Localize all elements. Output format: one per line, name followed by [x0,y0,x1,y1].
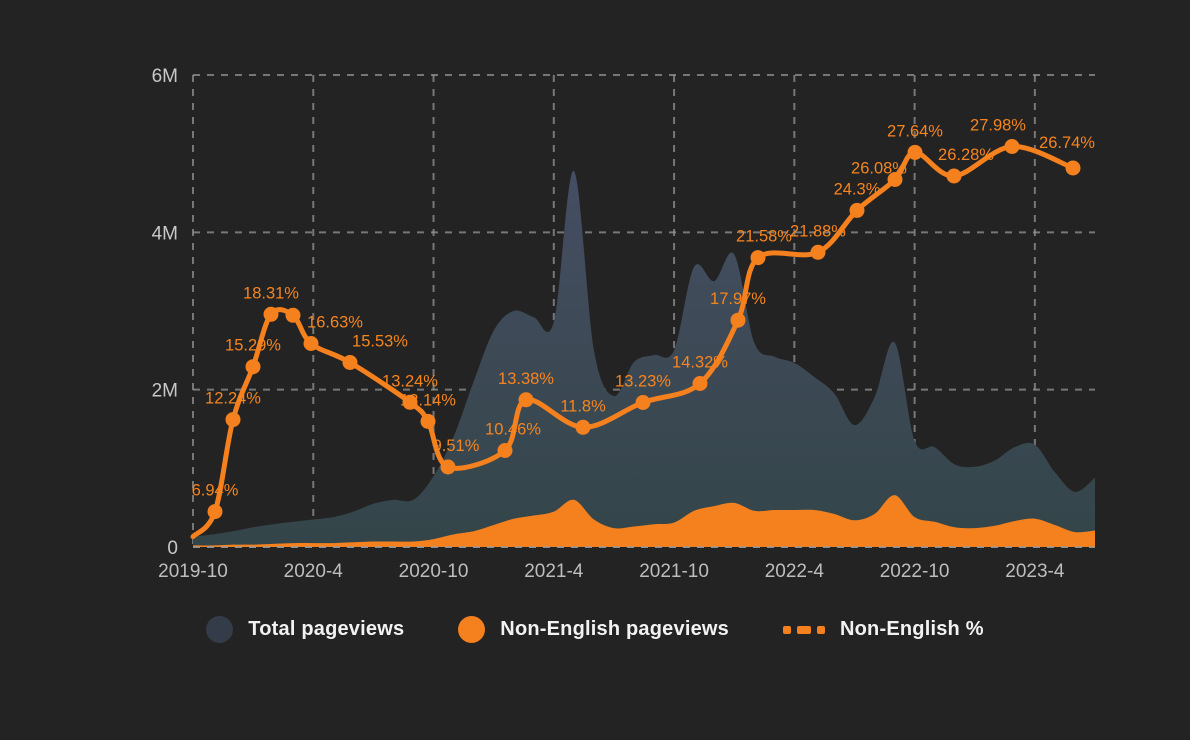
legend-item-non-english-percent[interactable]: Non-English % [782,618,984,641]
percent-point-marker [245,359,261,375]
percent-point-marker [207,504,223,520]
non-english-pageviews-area [193,495,1095,547]
percent-point-marker [635,395,651,410]
x-axis-tick-label: 2019-10 [158,561,228,582]
percent-point-marker [225,412,241,428]
percent-point-label: 24.3% [834,180,881,198]
x-axis-tick-label: 2022-4 [765,561,825,582]
percent-point-label: 26.08% [851,160,907,178]
percent-point-marker [263,306,279,322]
legend-item-non-english-pageviews[interactable]: Non-English pageviews [458,616,729,643]
x-axis-tick-label: 2020-10 [399,561,469,582]
percent-point-marker [692,376,708,391]
dash-segment-icon [816,625,825,634]
chart-canvas: 0 2M 4M 6M 2019-10 2020-4 2020-10 2021-4 2021-10… [152,66,1096,582]
percent-point-label: 12.14% [400,391,456,409]
percent-point-marker [518,392,534,408]
percent-point-marker [342,355,358,370]
percent-point-marker [285,307,301,323]
percent-point-label: 26.28% [938,146,994,164]
percent-point-label: 15.29% [225,337,281,355]
dash-segment-icon [782,625,791,634]
percent-point-label: 6.94% [192,482,239,500]
percent-point-label: 27.98% [970,117,1026,135]
non-english-pageviews-circle-icon [458,616,486,643]
percent-point-label: 13.23% [615,373,671,391]
percent-point-marker [420,413,436,429]
percent-point-marker [1065,160,1081,176]
total-pageviews-circle-icon [206,616,234,643]
percent-point-marker [440,459,456,475]
x-axis-tick-label: 2021-4 [524,561,584,582]
percent-point-label: 12.24% [205,390,261,408]
percent-point-label: 9.51% [433,437,480,455]
y-axis-tick-label: 2M [152,381,178,402]
total-pageviews-area [193,170,1095,547]
percent-point-marker [730,312,746,328]
y-axis-tick-label: 4M [152,223,178,244]
dash-segment-icon [796,625,811,634]
percent-point-label: 26.74% [1039,134,1095,152]
legend-label-non-english-percent: Non-English % [839,618,984,640]
x-axis-tick-label: 2021-10 [639,561,709,582]
percent-point-marker [497,443,513,458]
percent-point-label: 14.32% [672,354,728,372]
y-axis-tick-label: 0 [167,538,178,559]
legend-label-non-english-pageviews: Non-English pageviews [500,618,729,640]
percent-point-marker [849,202,865,218]
percent-point-marker [907,144,923,160]
percent-point-marker [303,336,319,351]
percent-point-label: 11.8% [560,397,606,415]
percent-point-label: 21.58% [736,228,792,246]
percent-point-marker [575,419,591,435]
percent-point-label: 15.53% [352,333,408,351]
legend-item-total-pageviews[interactable]: Total pageviews [206,616,404,643]
dashed-line-icon [782,625,825,634]
percent-point-marker [887,172,903,187]
percent-point-label: 13.38% [498,370,554,388]
percent-point-label: 16.63% [307,314,363,332]
x-axis-tick-label: 2023-4 [1005,561,1065,582]
percent-point-marker [810,244,826,260]
x-axis-tick-label: 2022-10 [880,561,950,582]
percent-point-label: 21.88% [790,222,846,240]
percent-point-label: 17.97% [710,290,766,308]
percent-point-label: 10.46% [485,421,541,439]
percent-point-label: 18.31% [243,284,299,302]
chart-legend: Total pageviews Non-English pageviews No… [0,616,1190,643]
x-axis-tick-label: 2020-4 [284,561,344,582]
percent-point-marker [1004,139,1020,154]
percent-point-marker [402,394,418,410]
y-axis-tick-label: 6M [152,66,178,87]
percent-point-marker [946,168,962,184]
legend-label-total-pageviews: Total pageviews [248,618,405,640]
percent-point-label: 27.64% [887,122,943,140]
percent-point-label: 13.24% [382,372,438,390]
percent-point-marker [750,250,766,266]
